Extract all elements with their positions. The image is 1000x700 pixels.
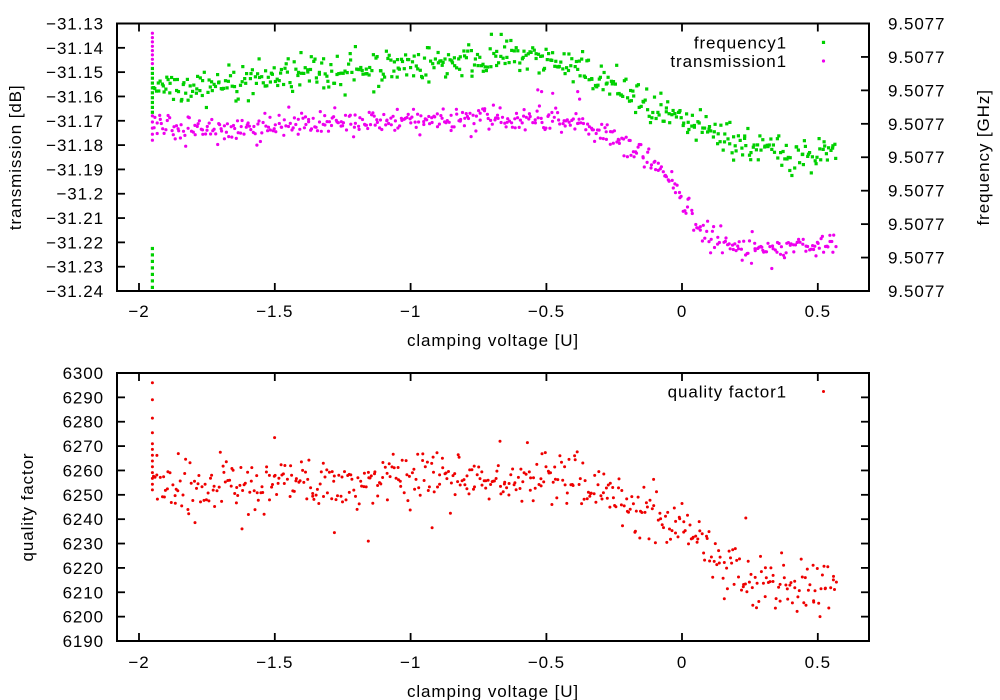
svg-text:−31.16: −31.16 xyxy=(46,88,104,107)
svg-text:−31.24: −31.24 xyxy=(46,282,104,301)
svg-text:clamping voltage [U]: clamping voltage [U] xyxy=(407,331,579,350)
svg-text:−31.13: −31.13 xyxy=(46,15,104,34)
svg-text:0: 0 xyxy=(677,653,687,672)
svg-text:6200: 6200 xyxy=(63,608,104,627)
svg-text:9.5077: 9.5077 xyxy=(888,48,945,67)
svg-text:0: 0 xyxy=(677,302,687,321)
svg-text:quality factor1: quality factor1 xyxy=(668,383,787,402)
svg-text:6190: 6190 xyxy=(63,632,104,651)
svg-text:frequency1: frequency1 xyxy=(694,34,787,53)
svg-text:−2: −2 xyxy=(128,302,149,321)
svg-text:frequency [GHz]: frequency [GHz] xyxy=(974,89,993,225)
svg-text:−31.19: −31.19 xyxy=(46,160,104,179)
svg-text:6280: 6280 xyxy=(63,413,104,432)
svg-text:6290: 6290 xyxy=(63,388,104,407)
svg-text:6260: 6260 xyxy=(63,462,104,481)
svg-text:−31.23: −31.23 xyxy=(46,258,104,277)
svg-text:6230: 6230 xyxy=(63,535,104,554)
svg-text:9.5077: 9.5077 xyxy=(888,249,945,268)
svg-text:quality factor: quality factor xyxy=(18,453,37,562)
svg-text:−1: −1 xyxy=(400,302,421,321)
svg-text:transmission1: transmission1 xyxy=(670,52,787,71)
svg-text:9.5077: 9.5077 xyxy=(888,282,945,301)
svg-text:transmission [dB]: transmission [dB] xyxy=(6,84,25,230)
svg-text:0.5: 0.5 xyxy=(805,302,831,321)
svg-text:6240: 6240 xyxy=(63,510,104,529)
svg-text:−1.5: −1.5 xyxy=(256,653,293,672)
svg-text:−31.22: −31.22 xyxy=(46,233,104,252)
svg-text:6270: 6270 xyxy=(63,437,104,456)
svg-text:−31.2: −31.2 xyxy=(56,185,104,204)
svg-text:9.5077: 9.5077 xyxy=(888,148,945,167)
svg-text:9.5077: 9.5077 xyxy=(888,81,945,100)
svg-text:−31.21: −31.21 xyxy=(46,209,104,228)
svg-text:−31.17: −31.17 xyxy=(46,112,104,131)
svg-text:−1.5: −1.5 xyxy=(256,302,293,321)
svg-text:6220: 6220 xyxy=(63,559,104,578)
svg-text:6250: 6250 xyxy=(63,486,104,505)
svg-text:−0.5: −0.5 xyxy=(528,653,565,672)
svg-text:9.5077: 9.5077 xyxy=(888,182,945,201)
svg-text:0.5: 0.5 xyxy=(805,653,831,672)
svg-text:−1: −1 xyxy=(400,653,421,672)
svg-text:9.5077: 9.5077 xyxy=(888,215,945,234)
svg-text:−31.18: −31.18 xyxy=(46,136,104,155)
svg-text:−0.5: −0.5 xyxy=(528,302,565,321)
svg-text:9.5077: 9.5077 xyxy=(888,15,945,34)
svg-text:−31.14: −31.14 xyxy=(46,39,104,58)
svg-text:6210: 6210 xyxy=(63,583,104,602)
svg-text:6300: 6300 xyxy=(63,364,104,383)
svg-text:−2: −2 xyxy=(128,653,149,672)
svg-text:clamping voltage [U]: clamping voltage [U] xyxy=(407,682,579,700)
svg-text:9.5077: 9.5077 xyxy=(888,115,945,134)
svg-text:−31.15: −31.15 xyxy=(46,63,104,82)
